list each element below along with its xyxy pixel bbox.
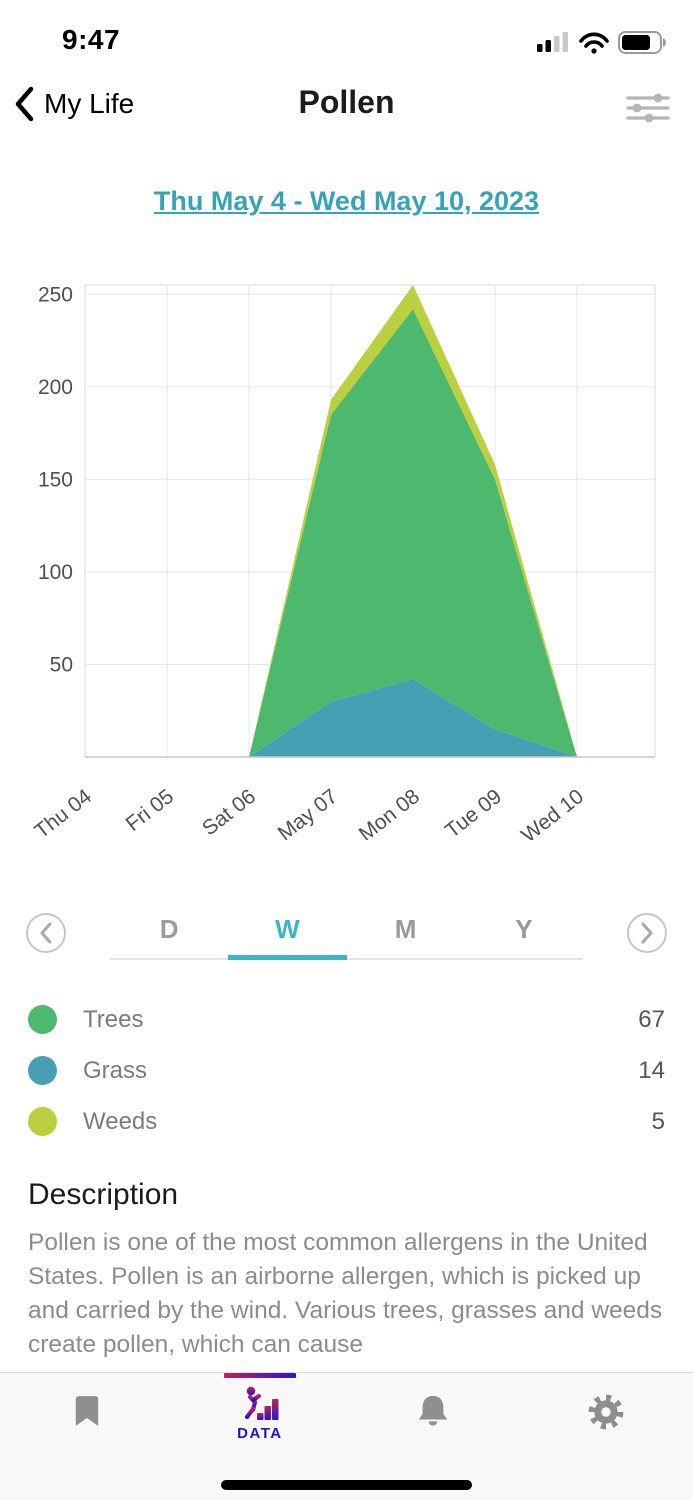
chevron-left-circle-icon bbox=[40, 922, 52, 944]
period-tab-month[interactable]: M bbox=[346, 906, 466, 960]
svg-text:100: 100 bbox=[38, 561, 73, 584]
page-title: Pollen bbox=[298, 84, 395, 120]
date-range-link[interactable]: Thu May 4 - Wed May 10, 2023 bbox=[153, 186, 540, 216]
gear-icon bbox=[588, 1394, 624, 1430]
description-heading: Description bbox=[28, 1178, 179, 1211]
back-label: My Life bbox=[44, 88, 135, 119]
tab-settings[interactable] bbox=[520, 1373, 693, 1500]
area-grass bbox=[85, 679, 577, 757]
chart-x-axis-labels: Thu 04 Fri 05 Sat 06 May 07 Mon 08 Tue 09 Wed … bbox=[30, 785, 588, 840]
chevron-left-icon bbox=[15, 86, 34, 122]
period-tab-year[interactable]: Y bbox=[464, 906, 584, 960]
period-tabs: D W M Y bbox=[110, 906, 584, 960]
legend-value: 14 bbox=[638, 1056, 665, 1084]
legend-list: Trees 67 Grass 14 Weeds 5 bbox=[0, 994, 693, 1147]
bookmark-icon bbox=[75, 1396, 98, 1426]
legend-value: 5 bbox=[651, 1107, 665, 1135]
grass-color-dot bbox=[28, 1056, 57, 1085]
area-trees bbox=[85, 309, 577, 757]
svg-text:May 07: May 07 bbox=[274, 785, 342, 840]
svg-text:Sat 06: Sat 06 bbox=[198, 785, 260, 840]
tab-data[interactable]: DATA bbox=[173, 1373, 346, 1500]
svg-text:250: 250 bbox=[38, 283, 73, 306]
tab-alerts[interactable] bbox=[347, 1373, 520, 1500]
pollen-stacked-area-chart: 50 100 150 200 250 Thu 04 Fri 05 Sat 06 May 07 Mo… bbox=[30, 283, 656, 840]
description-body: Pollen is one of the most common allerge… bbox=[28, 1229, 663, 1358]
cellular-signal-icon bbox=[537, 32, 568, 52]
chart-y-axis-labels: 50 100 150 200 250 bbox=[38, 283, 73, 676]
svg-text:Wed 10: Wed 10 bbox=[517, 785, 588, 840]
tab-journal[interactable] bbox=[0, 1373, 173, 1500]
chart-areas bbox=[85, 285, 577, 757]
legend-value: 67 bbox=[638, 1005, 665, 1033]
nav-bar: My Life Pollen bbox=[0, 78, 693, 138]
legend-row-grass[interactable]: Grass 14 bbox=[0, 1045, 693, 1096]
svg-text:Thu 04: Thu 04 bbox=[30, 785, 96, 840]
next-period-button[interactable] bbox=[627, 913, 667, 953]
wifi-icon bbox=[579, 32, 609, 54]
tab-data-label: DATA bbox=[237, 1425, 283, 1442]
status-bar: 9:47 bbox=[0, 14, 693, 66]
legend-label: Weeds bbox=[83, 1107, 158, 1135]
period-tab-week[interactable]: W bbox=[228, 906, 347, 960]
legend-label: Grass bbox=[83, 1056, 148, 1084]
chevron-right-circle-icon bbox=[641, 922, 653, 944]
description-section: Description Pollen is one of the most co… bbox=[28, 1178, 665, 1370]
stairs-person-icon bbox=[244, 1386, 279, 1420]
status-time: 9:47 bbox=[62, 24, 121, 55]
prev-period-button[interactable] bbox=[26, 913, 66, 953]
period-tab-day[interactable]: D bbox=[110, 906, 229, 960]
legend-row-trees[interactable]: Trees 67 bbox=[0, 994, 693, 1045]
bottom-tab-bar: DATA bbox=[0, 1372, 693, 1500]
back-button[interactable]: My Life bbox=[14, 86, 134, 122]
filter-sliders-icon[interactable] bbox=[625, 92, 671, 124]
svg-text:200: 200 bbox=[38, 376, 73, 399]
svg-text:Mon 08: Mon 08 bbox=[355, 785, 424, 840]
svg-text:Tue 09: Tue 09 bbox=[441, 785, 506, 840]
weeds-color-dot bbox=[28, 1107, 57, 1136]
bell-icon bbox=[418, 1395, 448, 1426]
battery-icon bbox=[618, 31, 666, 54]
trees-color-dot bbox=[28, 1005, 57, 1034]
svg-text:50: 50 bbox=[50, 653, 73, 676]
svg-text:150: 150 bbox=[38, 468, 73, 491]
active-tab-indicator bbox=[224, 1373, 296, 1378]
legend-row-weeds[interactable]: Weeds 5 bbox=[0, 1096, 693, 1147]
svg-text:Fri 05: Fri 05 bbox=[122, 785, 178, 836]
status-icons bbox=[537, 31, 666, 54]
home-indicator[interactable] bbox=[221, 1480, 472, 1490]
legend-label: Trees bbox=[83, 1005, 144, 1033]
